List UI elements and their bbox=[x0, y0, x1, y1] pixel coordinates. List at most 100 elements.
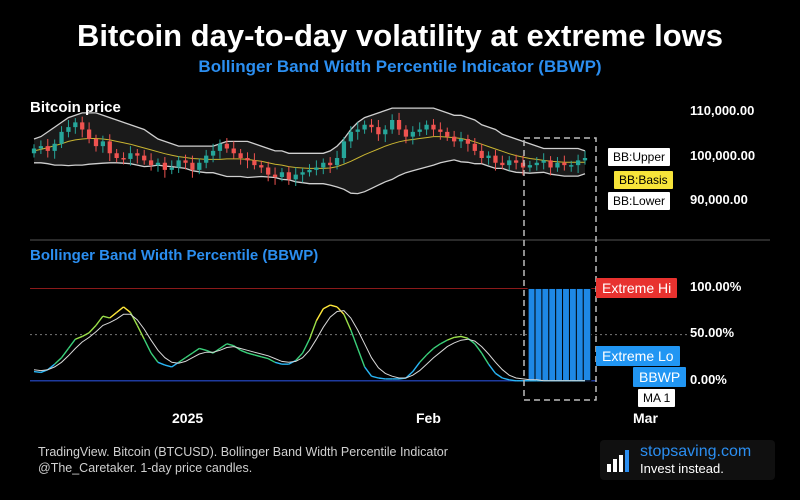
ma-line bbox=[33, 310, 585, 382]
bbwp-line-segment bbox=[308, 320, 318, 340]
candle-body bbox=[555, 162, 560, 168]
x-axis-label-2025: 2025 bbox=[172, 410, 204, 426]
price-panel-title: Bitcoin price bbox=[30, 99, 121, 116]
bbwp-line-segment bbox=[371, 375, 379, 379]
bbwp-axis-label-0: 0.00% bbox=[690, 372, 727, 387]
bbwp-line-segment bbox=[88, 324, 97, 334]
bbwp-line-segment bbox=[150, 352, 159, 363]
bbwp-line-segment bbox=[102, 315, 110, 319]
candle-body bbox=[307, 169, 312, 173]
brand-badge[interactable]: stopsaving.com Invest instead. bbox=[600, 440, 775, 480]
candle-body bbox=[279, 172, 285, 177]
bbwp-line-segment bbox=[109, 311, 118, 319]
price-axis-label-110k: 110,000.00 bbox=[690, 103, 755, 118]
candle-body bbox=[38, 146, 44, 149]
bbwp-line-segment bbox=[123, 306, 131, 314]
bbwp-line-segment bbox=[226, 343, 234, 347]
candle-body bbox=[562, 162, 567, 166]
candle-body bbox=[176, 160, 181, 168]
candle-body bbox=[321, 162, 326, 168]
candle-body bbox=[541, 160, 546, 163]
bbwp-line-segment bbox=[419, 354, 428, 363]
bbwp-line-segment bbox=[350, 329, 359, 349]
candle-body bbox=[210, 150, 216, 156]
x-axis-label-mar: Mar bbox=[633, 410, 658, 426]
candle-body bbox=[252, 160, 257, 166]
candle-body bbox=[293, 174, 298, 180]
candle-body bbox=[458, 139, 464, 142]
candle-body bbox=[155, 162, 161, 166]
bbwp-line-segment bbox=[315, 308, 324, 322]
candle-body bbox=[45, 146, 50, 151]
price-axis-label-100k: 100,000.00 bbox=[690, 148, 756, 163]
candle-body bbox=[548, 160, 553, 168]
candle-body bbox=[527, 165, 533, 168]
bbwp-line-segment bbox=[136, 325, 145, 340]
candle-body bbox=[259, 165, 264, 168]
candle-body bbox=[369, 124, 374, 128]
bbwp-line-segment bbox=[219, 343, 228, 350]
bbwp-line-segment bbox=[60, 348, 69, 359]
brand-name: stopsaving.com bbox=[640, 443, 752, 460]
candle-body bbox=[513, 160, 519, 163]
candle-body bbox=[300, 172, 305, 175]
x-axis-label-feb: Feb bbox=[416, 410, 441, 426]
candle-body bbox=[121, 158, 126, 160]
ma-tag: MA 1 bbox=[638, 389, 676, 407]
candle-body bbox=[107, 141, 112, 154]
candle-body bbox=[383, 129, 388, 135]
bbwp-line-segment bbox=[67, 338, 76, 349]
bb-upper-tag: BB:Upper bbox=[608, 148, 671, 166]
bbwp-line-segment bbox=[267, 357, 276, 363]
bbwp-line-segment bbox=[301, 338, 311, 354]
extreme-lo-tag: Extreme Lo bbox=[596, 346, 680, 366]
bb-upper-line bbox=[33, 107, 586, 154]
candle-body bbox=[217, 143, 223, 151]
candle-body bbox=[204, 155, 209, 163]
bbwp-line-segment bbox=[412, 361, 421, 372]
candle-body bbox=[197, 162, 202, 170]
candle-body bbox=[245, 158, 250, 161]
candle-body bbox=[93, 139, 99, 147]
candle-body bbox=[410, 131, 415, 137]
candle-body bbox=[507, 160, 512, 166]
bbwp-line-segment bbox=[81, 332, 90, 338]
candle-body bbox=[341, 141, 347, 158]
candle-body bbox=[452, 136, 457, 142]
candle-body bbox=[224, 143, 229, 149]
bar-chart-icon bbox=[607, 450, 629, 472]
bbwp-line-segment bbox=[488, 363, 497, 374]
bbwp-line-segment bbox=[502, 377, 510, 381]
bbwp-line-segment bbox=[178, 357, 186, 363]
candle-body bbox=[52, 143, 57, 151]
candle-body bbox=[100, 141, 106, 147]
bb-lower-tag: BB:Lower bbox=[608, 192, 671, 210]
bbwp-line-segment bbox=[254, 354, 262, 358]
bbwp-tag: BBWP bbox=[633, 367, 687, 387]
bbwp-line-segment bbox=[364, 366, 373, 377]
candle-body bbox=[355, 129, 360, 132]
candle-body bbox=[238, 153, 243, 158]
candle-body bbox=[183, 160, 188, 163]
bbwp-line-segment bbox=[261, 356, 269, 360]
candle-body bbox=[314, 167, 319, 170]
candle-body bbox=[479, 150, 484, 158]
candle-body bbox=[569, 165, 574, 167]
candle-body bbox=[500, 162, 505, 166]
bbwp-line-segment bbox=[199, 347, 207, 351]
bbwp-line-segment bbox=[474, 343, 483, 354]
bbwp-axis-label-100: 100.00% bbox=[690, 279, 742, 294]
bbwp-line-segment bbox=[192, 347, 200, 354]
candle-body bbox=[493, 155, 498, 163]
candle-body bbox=[266, 167, 271, 175]
price-axis-label-90k: 90,000.00 bbox=[690, 192, 748, 207]
candle-body bbox=[328, 162, 333, 166]
candle-body bbox=[575, 160, 581, 166]
bbwp-line-segment bbox=[185, 352, 193, 359]
candle-body bbox=[390, 120, 395, 130]
bbwp-line-segment bbox=[357, 348, 366, 368]
candle-body bbox=[31, 148, 37, 154]
candle-body bbox=[486, 155, 491, 158]
candle-body bbox=[534, 162, 539, 166]
